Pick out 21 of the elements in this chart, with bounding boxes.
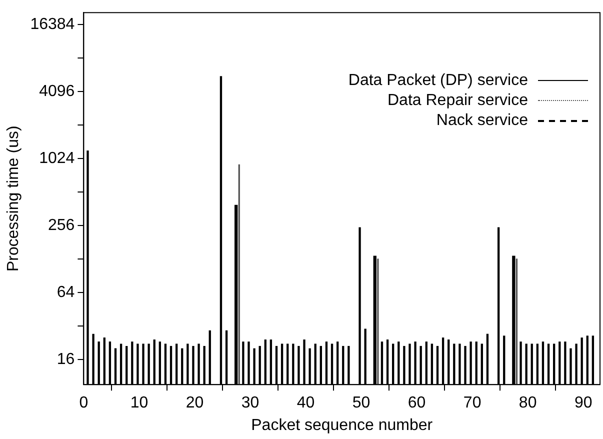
y-axis-title: Processing time (us) xyxy=(5,126,22,272)
y-tick-label: 16 xyxy=(56,350,75,368)
x-tick-label: 60 xyxy=(408,394,426,412)
x-tick-label: 70 xyxy=(463,394,482,412)
x-tick-label: 10 xyxy=(130,394,148,412)
y-tick-label: 64 xyxy=(56,284,75,301)
legend-label: Data Repair service xyxy=(388,92,528,110)
y-tick-label: 4096 xyxy=(39,82,75,100)
x-tick-label: 50 xyxy=(352,394,370,412)
x-tick-label: 0 xyxy=(79,394,88,412)
x-axis-title: Packet sequence number xyxy=(251,416,434,434)
x-tick-label: 80 xyxy=(518,394,537,412)
y-tick-label: 1024 xyxy=(39,150,75,167)
legend-label: Data Packet (DP) service xyxy=(348,72,528,90)
x-tick-label: 20 xyxy=(186,394,204,412)
x-tick-label: 90 xyxy=(574,394,592,412)
y-tick-label: 256 xyxy=(48,216,75,234)
y-tick-label: 16384 xyxy=(30,16,75,33)
x-tick-label: 30 xyxy=(241,394,260,412)
x-tick-label: 40 xyxy=(296,394,315,412)
legend-label: Nack service xyxy=(436,112,528,130)
